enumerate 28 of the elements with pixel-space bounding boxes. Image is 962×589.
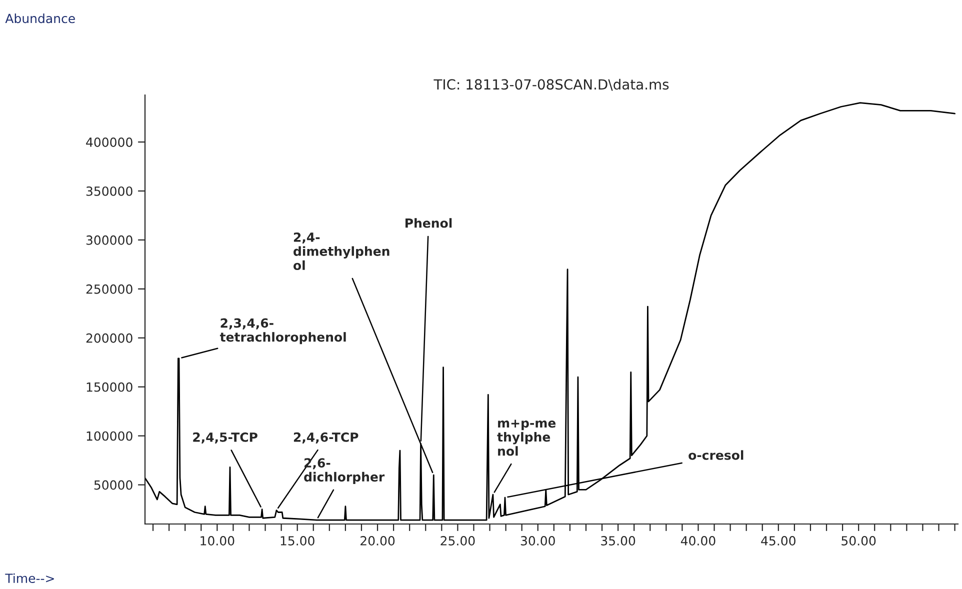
annotation: 2,4- dimethylphen ol [294,232,390,270]
x-tick-label: 20.00 [360,536,395,546]
x-tick-label: 15.00 [280,536,314,546]
line-series [145,102,956,521]
x-tick-label: 30.00 [520,536,555,546]
chart-title: TIC: 18113-07-08SCAN.D\data.ms [434,78,669,91]
y-tick-label: 400000 [86,137,132,147]
x-tick-label: 25.00 [440,536,475,546]
annotation: o-cresol [688,450,744,460]
annotation: m+p-me thylphe nol [497,420,556,456]
x-tick-label: 50.00 [842,536,876,546]
x-tick-label: 45.00 [761,536,796,546]
y-tick-label: 200000 [86,333,132,343]
text: Abundance [5,13,75,24]
y-tick-label: 350000 [86,186,132,196]
annotation: 2,3,4,6- tetrachlorophenol [220,318,346,344]
y-tick-label: 100000 [86,431,132,441]
x-tick-label: 10.00 [200,536,234,546]
x-tick-label: 35.00 [601,536,636,546]
y-tick-label: 250000 [86,284,132,294]
y-tick-label: 300000 [86,235,132,245]
x-tick-label: 40.00 [680,536,716,546]
annotation: Phenol [405,218,452,228]
y-tick-label: 150000 [86,382,132,392]
y-tick-label: 50000 [94,480,132,490]
annotation: 2,4,6-TCP [294,432,358,444]
annotation: 2,4,5-TCP [193,432,258,444]
text: Time--> [5,573,54,584]
